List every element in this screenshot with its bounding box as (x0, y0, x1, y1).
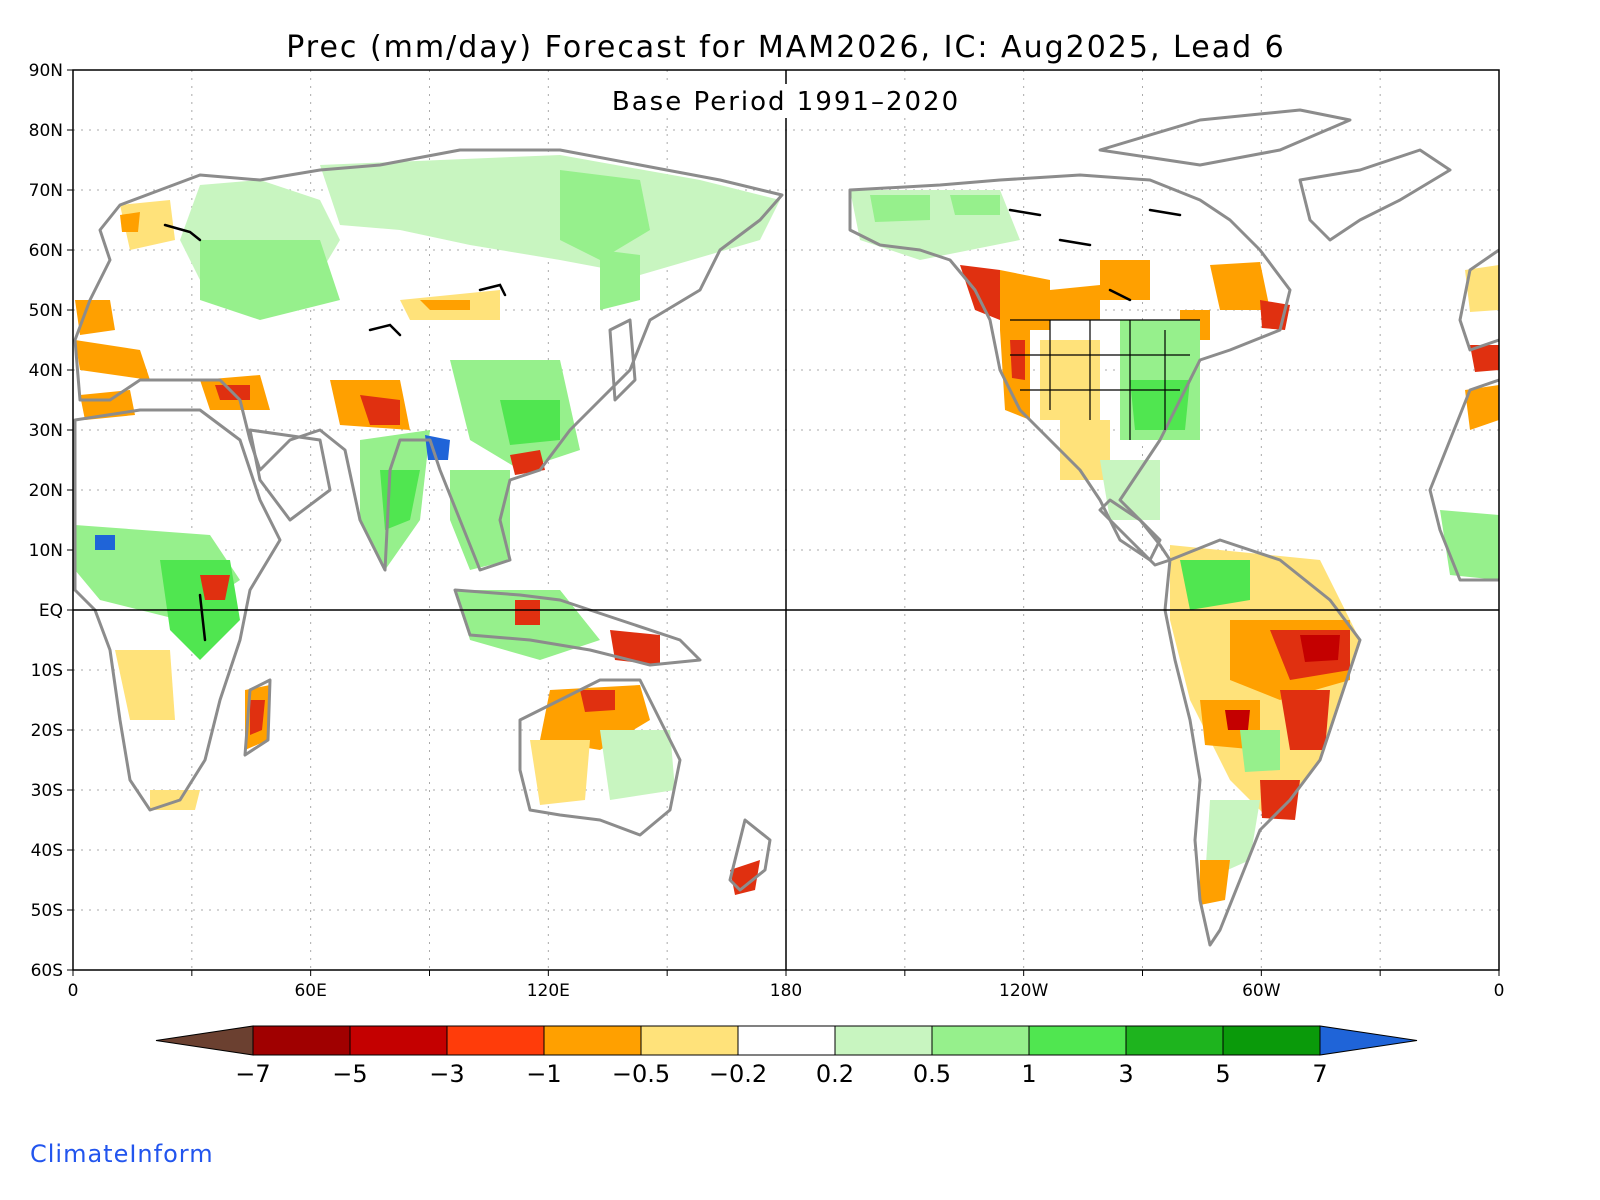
colorbar-label: 1 (1021, 1060, 1036, 1088)
colorbar-swatch (543, 1025, 642, 1056)
colorbar-label: 0.2 (816, 1060, 854, 1088)
colorbar-label: 0.5 (913, 1060, 951, 1088)
longitude-axis: 0 60E 120E 180 120W 60W 0 (68, 970, 1505, 1001)
colorbar-label: −5 (332, 1060, 367, 1088)
lat-tick-label: 30N (29, 421, 63, 441)
colorbar-label: −1 (526, 1060, 561, 1088)
credit-label: ClimateInform (30, 1140, 214, 1168)
lon-tick-label: 120W (999, 981, 1048, 1001)
lat-tick-label: 50N (29, 301, 63, 321)
lat-tick-label: 60S (31, 961, 63, 981)
lat-tick-label: 10S (31, 661, 63, 681)
lat-tick-label: 30S (31, 781, 63, 801)
colorbar-swatch (737, 1025, 836, 1056)
colorbar-low-extension (155, 1025, 254, 1056)
lon-tick-label: 120E (527, 981, 570, 1001)
colorbar-label: −3 (429, 1060, 464, 1088)
lat-tick-label: 10N (29, 541, 63, 561)
lat-tick-label: 80N (29, 121, 63, 141)
colorbar-swatch (1028, 1025, 1127, 1056)
colorbar-high-extension (1319, 1025, 1418, 1056)
lat-tick-label: 50S (31, 901, 63, 921)
base-period-label: Base Period 1991–2020 (612, 87, 960, 117)
lon-tick-label: 60E (294, 981, 326, 1001)
colorbar-swatch (349, 1025, 448, 1056)
lakes-layer (163, 208, 1182, 642)
lat-tick-label: 20N (29, 481, 63, 501)
lat-tick-label: 90N (29, 61, 63, 81)
colorbar-label: 3 (1118, 1060, 1133, 1088)
colorbar-swatch (834, 1025, 933, 1056)
lat-tick-label: 20S (31, 721, 63, 741)
lat-tick-label: 70N (29, 181, 63, 201)
colorbar-swatch (446, 1025, 545, 1056)
lon-tick-label: 180 (770, 981, 802, 1001)
colorbar-label: 5 (1215, 1060, 1230, 1088)
us-state-lines (1010, 319, 1200, 440)
colorbar-swatch (1125, 1025, 1224, 1056)
colorbar-swatch (252, 1025, 351, 1056)
colorbar-label: 7 (1312, 1060, 1327, 1088)
lat-tick-label: 40N (29, 361, 63, 381)
colorbar-swatch (931, 1025, 1030, 1056)
colorbar-label: −0.5 (612, 1060, 670, 1088)
chart-title: Prec (mm/day) Forecast for MAM2026, IC: … (286, 30, 1286, 65)
colorbar-swatch (640, 1025, 739, 1056)
colorbar-label: −7 (235, 1060, 270, 1088)
lon-tick-label: 0 (1494, 981, 1505, 1001)
lon-tick-label: 0 (68, 981, 79, 1001)
colorbar-swatch (1222, 1025, 1321, 1056)
coastline-layer (73, 108, 1499, 947)
lat-tick-label: 40S (31, 841, 63, 861)
lat-tick-label: EQ (39, 601, 63, 621)
lat-tick-label: 60N (29, 241, 63, 261)
colorbar: −7 −5 −3 −1 −0.5 −0.2 0.2 0.5 1 3 5 7 (155, 1025, 1418, 1088)
latitude-axis: 90N 80N 70N 60N 50N 40N 30N 20N 10N EQ 10S 20S 30S 40… (29, 61, 73, 981)
map-plot-area (73, 70, 1499, 970)
lon-tick-label: 60W (1242, 981, 1281, 1001)
colorbar-label: −0.2 (709, 1060, 767, 1088)
